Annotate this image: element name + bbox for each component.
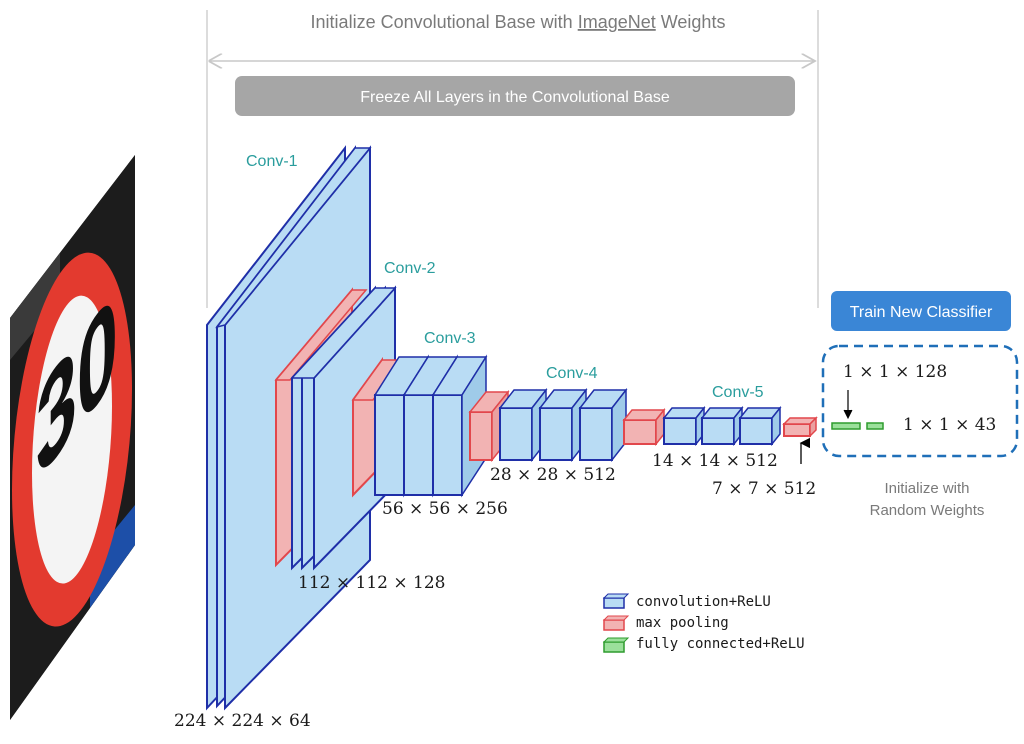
fc1-layer <box>831 422 861 430</box>
classifier-dashed-box <box>821 344 1019 458</box>
dim-14: 14 × 14 × 512 <box>652 451 778 471</box>
dim-224: 224 × 224 × 64 <box>174 711 311 731</box>
legend-fc-label: fully connected+ReLU <box>636 636 805 652</box>
dim-fc1: 1 × 1 × 128 <box>843 362 947 382</box>
legend-conv-label: convolution+ReLU <box>636 594 771 610</box>
conv4-layers <box>498 387 628 463</box>
train-new-classifier-label: Train New Classifier <box>850 304 993 321</box>
legend-fc-swatch <box>602 637 630 653</box>
header-title: Initialize Convolutional Base with Image… <box>311 12 726 32</box>
stage-label-conv3: Conv-3 <box>424 330 476 347</box>
train-new-classifier-button[interactable] <box>831 291 1011 331</box>
stage-label-conv5: Conv-5 <box>712 384 764 401</box>
dim-112: 112 × 112 × 128 <box>298 573 445 593</box>
dim-56: 56 × 56 × 256 <box>382 499 508 519</box>
stage-label-conv2: Conv-2 <box>384 260 436 277</box>
pool4-layer <box>622 407 666 447</box>
conv5-layers <box>662 405 782 447</box>
classifier-note-line1: Initialize with <box>884 480 969 497</box>
conv3-layers <box>373 354 488 498</box>
legend-conv-swatch <box>602 593 630 609</box>
freeze-banner-label: Freeze All Layers in the Convolutional B… <box>360 89 670 106</box>
classifier-note-line2: Random Weights <box>870 502 985 519</box>
dim-fc2: 1 × 1 × 43 <box>903 415 996 435</box>
freeze-banner <box>235 76 795 116</box>
imagenet-link: ImageNet <box>578 12 656 32</box>
dim-28: 28 × 28 × 512 <box>490 465 616 485</box>
stage-label-conv4: Conv-4 <box>546 365 598 382</box>
fc2-layer <box>866 422 884 430</box>
input-image: 30 <box>10 155 135 720</box>
pool5-layer <box>782 416 818 438</box>
legend-pool-swatch <box>602 615 630 631</box>
dim-7: 7 × 7 × 512 <box>712 479 816 499</box>
stage-label-conv1: Conv-1 <box>246 153 298 170</box>
legend: convolution+ReLU max pooling fully conne… <box>602 593 805 653</box>
legend-pool-label: max pooling <box>636 615 729 631</box>
